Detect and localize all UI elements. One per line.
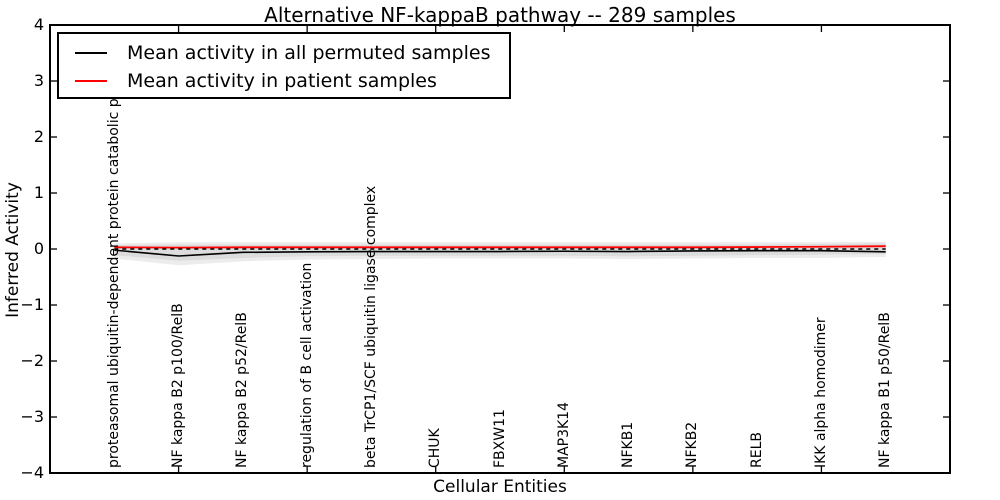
legend: Mean activity in all permuted samples Me…	[57, 32, 511, 99]
x-entity-label: NF kappa B2 p100/RelB	[170, 303, 187, 468]
legend-label-patient: Mean activity in patient samples	[127, 70, 437, 92]
legend-row-patient: Mean activity in patient samples	[59, 67, 509, 95]
y-tick-label: 4	[33, 15, 44, 34]
y-tick-label: 0	[33, 239, 44, 258]
patient-mean-line	[114, 245, 886, 249]
y-tick-label: 3	[33, 71, 44, 90]
y-tick-label: −3	[20, 407, 44, 426]
x-entity-label: NFKB1	[620, 421, 637, 468]
x-entity-label: NF kappa B1 p50/RelB	[877, 312, 894, 468]
x-entity-label: proteasomal ubiquitin-dependent protein …	[105, 53, 122, 468]
y-tick-label: −4	[20, 463, 44, 482]
x-entity-label: beta TrCP1/SCF ubiquitin ligase complex	[362, 185, 379, 468]
y-tick-label: 1	[33, 183, 44, 202]
x-entity-label: MAP3K14	[555, 401, 572, 468]
axes-frame	[49, 24, 951, 474]
permuted-mean-line	[114, 249, 886, 257]
x-axis-label: Cellular Entities	[433, 477, 567, 497]
x-entity-label: NF kappa B2 p52/RelB	[234, 312, 251, 468]
patient-line-swatch	[75, 80, 107, 82]
x-entity-label: RELB	[748, 432, 765, 468]
x-entity-label: NFKB2	[684, 421, 701, 468]
x-entity-label: IKK alpha homodimer	[812, 317, 829, 468]
x-entity-label: regulation of B cell activation	[298, 262, 315, 468]
x-entity-label: FBXW11	[491, 409, 508, 468]
y-tick-label: −1	[20, 295, 44, 314]
y-tick-label: −2	[20, 351, 44, 370]
chart-title: Alternative NF-kappaB pathway -- 289 sam…	[264, 3, 736, 27]
x-entity-label: CHUK	[427, 428, 444, 468]
legend-label-permuted: Mean activity in all permuted samples	[127, 42, 491, 64]
y-tick-label: 2	[33, 127, 44, 146]
legend-row-permuted: Mean activity in all permuted samples	[59, 39, 509, 67]
permuted-line-swatch	[75, 52, 107, 54]
